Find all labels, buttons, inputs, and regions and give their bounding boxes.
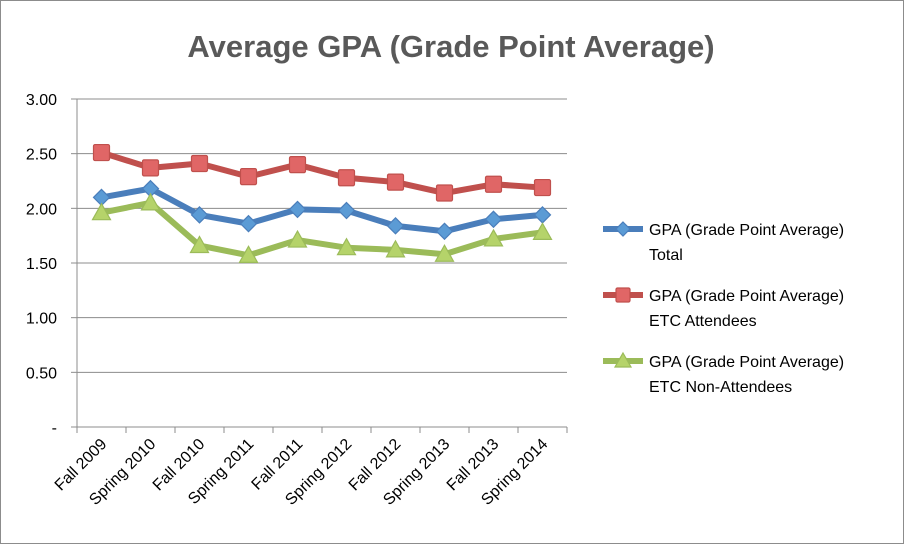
data-point-diamond xyxy=(435,222,454,241)
data-point-diamond xyxy=(484,210,503,229)
data-point-triangle xyxy=(613,351,633,368)
data-point-triangle xyxy=(434,244,455,262)
legend-label: ETC Attendees xyxy=(649,313,757,330)
data-point-triangle xyxy=(385,239,406,258)
data-point-diamond xyxy=(386,216,405,235)
legend-entry-3: GPA (Grade Point Average) ETC Non-Attende… xyxy=(603,351,844,396)
data-point-triangle xyxy=(336,237,357,256)
data-point-triangle xyxy=(287,229,308,248)
data-point-triangle xyxy=(532,222,553,240)
data-point-square xyxy=(337,169,356,187)
legend-entry-2: GPA (Grade Point Average) ETC Attendees xyxy=(603,287,844,330)
series-line xyxy=(98,185,546,235)
y-tick-label: 1.00 xyxy=(26,311,57,328)
y-axis-ticks: - 0.50 1.00 1.50 2.00 2.50 3.00 xyxy=(26,92,57,437)
axes xyxy=(71,98,568,433)
legend-label: GPA (Grade Point Average) xyxy=(649,288,844,305)
data-point-diamond xyxy=(190,206,209,224)
data-point-diamond xyxy=(239,214,258,233)
legend-label: ETC Non-Attendees xyxy=(649,379,792,396)
data-point-square xyxy=(190,154,209,173)
series-line xyxy=(98,199,546,259)
data-point-square xyxy=(239,168,258,186)
data-point-triangle xyxy=(189,235,210,254)
data-point-diamond xyxy=(533,206,552,224)
legend-label: GPA (Grade Point Average) xyxy=(649,222,844,239)
data-point-square xyxy=(386,173,405,191)
data-point-square xyxy=(533,178,552,197)
series-3 xyxy=(91,192,553,263)
data-point-triangle xyxy=(140,192,161,211)
y-tick-label: 3.00 xyxy=(26,92,57,109)
data-point-square xyxy=(615,287,631,303)
y-tick-label: - xyxy=(52,420,57,437)
y-tick-label: 2.00 xyxy=(26,201,57,218)
y-tick-label: 0.50 xyxy=(26,365,57,382)
series-layer xyxy=(91,143,553,263)
chart-title: Average GPA (Grade Point Average) xyxy=(187,29,714,64)
data-point-square xyxy=(92,143,111,162)
data-point-square xyxy=(141,159,160,177)
data-point-diamond xyxy=(337,201,356,220)
data-point-square xyxy=(288,156,307,174)
data-point-diamond xyxy=(288,200,307,219)
data-point-square xyxy=(435,184,454,202)
data-point-triangle xyxy=(91,202,112,221)
y-tick-label: 2.50 xyxy=(26,147,57,164)
legend-entry-1: GPA (Grade Point Average) Total xyxy=(603,221,844,264)
series-line xyxy=(98,149,546,197)
legend-label: GPA (Grade Point Average) xyxy=(649,354,844,371)
data-point-square xyxy=(484,175,503,193)
series-2 xyxy=(92,143,552,202)
y-tick-label: 1.50 xyxy=(26,256,57,273)
legend-label: Total xyxy=(649,247,683,264)
series-1 xyxy=(92,179,552,241)
data-point-diamond xyxy=(615,221,631,237)
data-point-triangle xyxy=(483,228,504,247)
data-point-triangle xyxy=(238,245,259,263)
